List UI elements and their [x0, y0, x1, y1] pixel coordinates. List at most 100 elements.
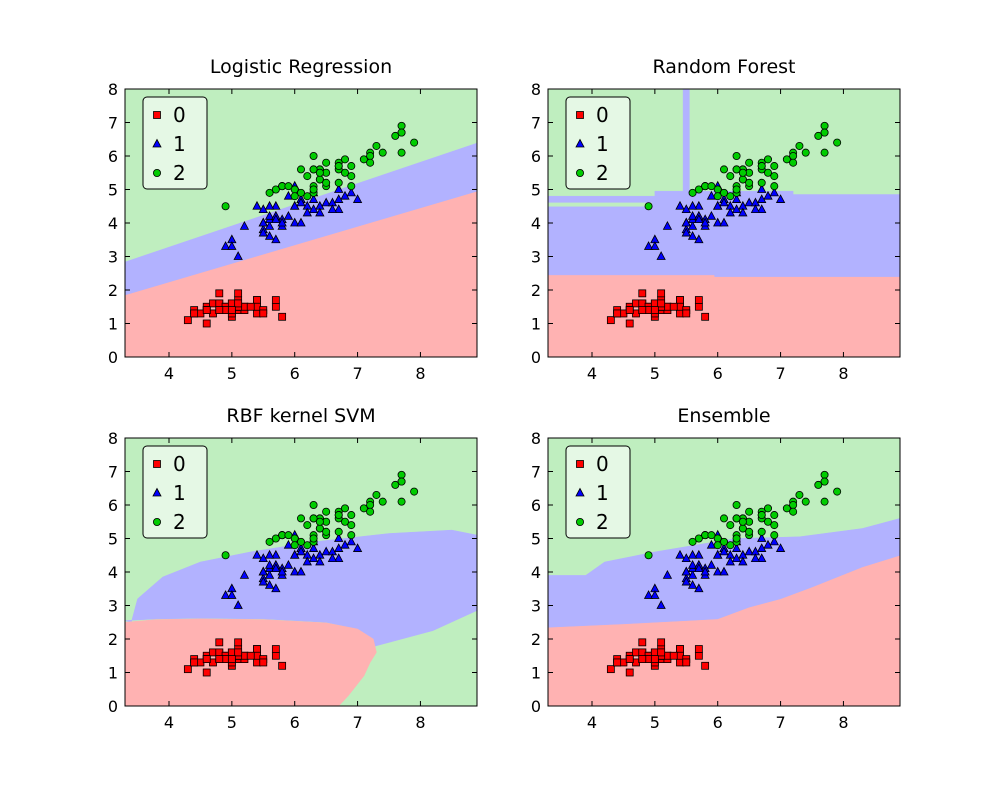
- data-point-class-1: [775, 543, 786, 552]
- data-point-class-0: [625, 655, 634, 663]
- data-point-class-1: [700, 217, 710, 227]
- x-tick-label: 5: [650, 713, 660, 732]
- data-point-class-1: [719, 566, 729, 576]
- data-point-class-0: [215, 655, 224, 663]
- data-point-class-2: [745, 507, 754, 516]
- data-point-class-0: [278, 312, 287, 321]
- data-point-class-2: [315, 168, 324, 177]
- data-point-class-2: [833, 138, 842, 147]
- data-point-class-2: [397, 128, 406, 137]
- data-point-class-1: [681, 227, 691, 237]
- data-point-class-1: [352, 543, 363, 552]
- data-point-class-2: [397, 470, 406, 479]
- legend-label: 1: [596, 481, 609, 505]
- data-point-class-1: [643, 590, 654, 599]
- data-point-class-2: [732, 500, 741, 509]
- data-point-class-2: [720, 537, 729, 546]
- data-point-class-2: [271, 185, 280, 194]
- data-point-class-2: [221, 551, 230, 560]
- legend-label: 2: [173, 161, 186, 185]
- legend-marker-class-1: [152, 138, 162, 148]
- data-point-class-0: [625, 319, 634, 328]
- subplot-title: Ensemble: [677, 405, 770, 427]
- data-point-class-2: [397, 497, 406, 506]
- data-point-class-1: [744, 546, 754, 556]
- y-tick-label: 5: [531, 530, 541, 549]
- data-point-class-1: [334, 533, 344, 542]
- data-point-class-0: [676, 296, 684, 304]
- data-point-class-2: [397, 148, 406, 157]
- y-tick-label: 0: [531, 697, 541, 716]
- legend-label: 0: [173, 103, 186, 127]
- data-point-class-2: [732, 534, 741, 543]
- data-point-class-0: [638, 655, 647, 663]
- legend-marker-class-1: [575, 487, 585, 497]
- data-point-class-1: [264, 559, 275, 569]
- data-point-class-2: [833, 487, 842, 496]
- x-tick-label: 8: [415, 364, 425, 383]
- data-point-class-1: [340, 539, 350, 549]
- data-point-class-2: [820, 497, 829, 506]
- data-point-class-0: [202, 655, 211, 663]
- data-point-class-1: [271, 214, 281, 224]
- y-tick-label: 8: [531, 80, 541, 99]
- data-point-class-0: [701, 312, 710, 321]
- data-point-class-2: [745, 178, 754, 187]
- data-point-class-1: [731, 553, 742, 562]
- legend-label: 2: [596, 510, 609, 534]
- data-point-class-1: [687, 549, 698, 559]
- data-point-class-2: [688, 188, 697, 197]
- data-point-class-0: [669, 302, 678, 311]
- y-tick-label: 1: [531, 664, 541, 683]
- data-point-class-1: [662, 221, 673, 230]
- data-point-class-1: [763, 539, 773, 549]
- legend: 0 1 2: [142, 445, 208, 539]
- data-point-class-1: [252, 200, 262, 210]
- data-point-class-1: [769, 536, 779, 546]
- x-tick-label: 5: [227, 713, 237, 732]
- data-point-class-1: [315, 556, 325, 566]
- data-point-class-2: [284, 531, 293, 540]
- data-point-class-1: [321, 546, 331, 556]
- y-tick-label: 6: [108, 147, 118, 166]
- data-point-class-2: [770, 172, 779, 181]
- data-point-class-1: [258, 566, 268, 576]
- data-point-class-0: [271, 296, 280, 304]
- data-point-class-1: [321, 197, 331, 207]
- data-point-class-2: [366, 151, 375, 160]
- data-point-class-1: [290, 200, 300, 210]
- data-point-class-2: [726, 521, 735, 530]
- data-point-class-1: [694, 200, 704, 210]
- x-tick-label: 6: [290, 364, 300, 383]
- legend-box: [142, 445, 208, 539]
- data-point-class-2: [770, 511, 779, 520]
- data-point-class-0: [682, 309, 691, 318]
- data-point-class-1: [681, 553, 691, 562]
- data-point-class-2: [644, 551, 653, 560]
- data-point-class-0: [638, 289, 647, 298]
- data-point-class-1: [681, 217, 691, 227]
- data-point-class-1: [252, 549, 262, 559]
- data-point-class-1: [296, 546, 306, 556]
- data-point-class-1: [662, 569, 673, 579]
- subplot-1: Logistic Regression 4 5 6 7 8 0 1 2 3 4 5 6 7 8 0 1 2: [108, 56, 478, 383]
- legend-box: [565, 445, 631, 539]
- data-point-class-1: [283, 210, 294, 220]
- data-point-class-1: [315, 207, 325, 217]
- data-point-class-2: [782, 504, 791, 513]
- data-point-class-1: [744, 197, 754, 207]
- x-tick-label: 6: [290, 713, 300, 732]
- data-point-class-2: [322, 178, 331, 187]
- data-point-class-1: [757, 543, 767, 552]
- data-point-class-1: [769, 187, 779, 197]
- data-point-class-1: [264, 580, 275, 589]
- data-point-class-0: [638, 306, 647, 315]
- data-point-class-2: [378, 148, 387, 157]
- data-point-class-1: [227, 590, 237, 599]
- x-tick-label: 7: [775, 364, 785, 383]
- data-point-class-0: [271, 651, 280, 660]
- y-tick-label: 7: [108, 114, 118, 133]
- data-point-class-2: [738, 168, 747, 177]
- subplot-title: RBF kernel SVM: [226, 405, 375, 427]
- data-point-class-1: [296, 566, 306, 576]
